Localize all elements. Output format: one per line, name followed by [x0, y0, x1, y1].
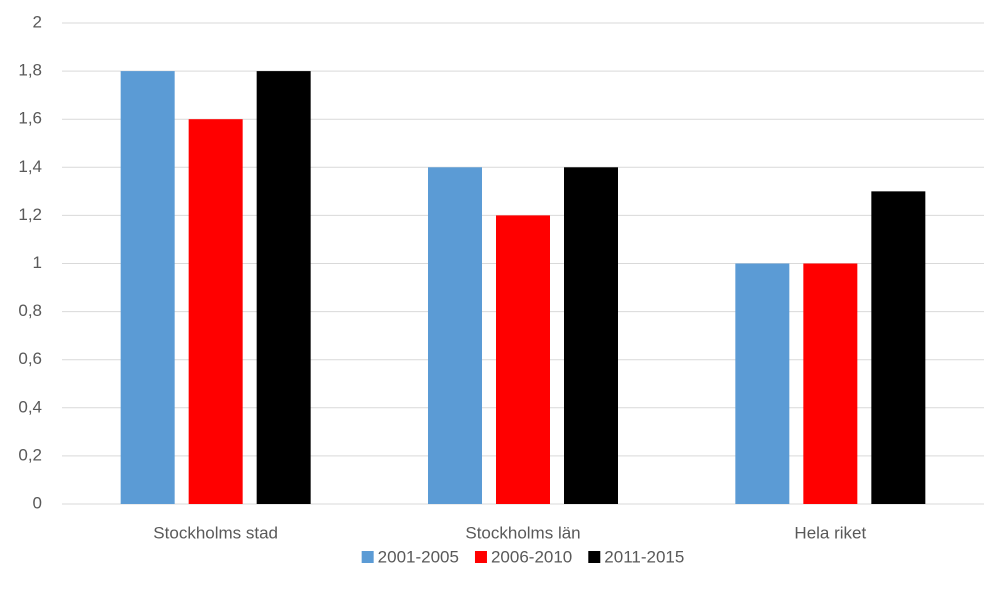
bar	[735, 263, 790, 504]
y-tick-label: 0	[33, 493, 42, 512]
bar	[120, 71, 175, 504]
legend-swatch	[361, 551, 374, 563]
y-tick-label: 1,8	[18, 61, 42, 80]
x-tick-label: Stockholms län	[465, 523, 580, 542]
legend-swatch	[474, 551, 487, 563]
y-tick-label: 0,2	[18, 445, 42, 464]
bar	[496, 215, 550, 504]
x-tick-label: Hela riket	[794, 523, 866, 542]
y-tick-label: 0,4	[18, 397, 42, 416]
y-tick-label: 0,8	[18, 301, 42, 320]
y-tick-label: 1	[33, 253, 42, 272]
legend-label: 2006-2010	[491, 547, 572, 566]
bar	[871, 191, 926, 504]
bar	[428, 167, 482, 505]
y-tick-label: 1,2	[18, 205, 42, 224]
x-tick-label: Stockholms stad	[153, 523, 278, 542]
legend-swatch	[588, 551, 601, 563]
bar	[256, 71, 311, 504]
bar	[803, 263, 858, 504]
y-tick-label: 2	[33, 12, 42, 31]
y-tick-label: 1,4	[18, 157, 42, 176]
y-tick-label: 0,6	[18, 349, 42, 368]
bar	[188, 119, 243, 504]
bar	[564, 167, 618, 505]
legend-label: 2011-2015	[604, 547, 684, 566]
y-tick-label: 1,6	[18, 109, 42, 128]
legend-label: 2001-2005	[378, 547, 459, 566]
